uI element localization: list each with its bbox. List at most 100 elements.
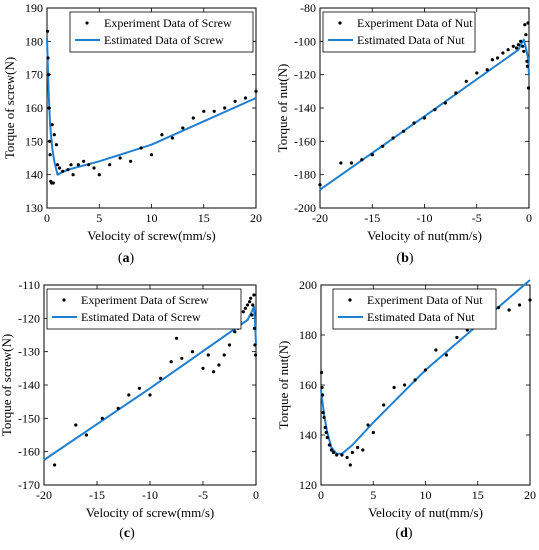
x-axis-label: Velocity of screw(mm/s) — [87, 228, 216, 243]
x-tick-label: 5 — [370, 488, 376, 502]
experiment-point — [223, 106, 227, 110]
experiment-point — [57, 166, 62, 170]
y-tick-label: 200 — [299, 278, 317, 292]
experiment-point — [350, 450, 354, 455]
legend-box — [46, 288, 242, 330]
y-tick-label: 160 — [25, 101, 43, 115]
x-tick-label: 15 — [472, 488, 484, 502]
legend-entry-estimated: Estimated Data of Screw — [81, 310, 201, 324]
experiment-point — [413, 378, 417, 382]
y-tick-label: -160 — [294, 134, 316, 148]
experiment-point — [402, 129, 406, 133]
experiment-point — [335, 453, 339, 457]
experiment-point — [331, 450, 336, 455]
y-tick-label: 140 — [299, 428, 317, 442]
experiment-point — [254, 89, 258, 93]
experiment-point — [514, 46, 519, 50]
x-tick-label: -10 — [417, 211, 433, 225]
y-axis-label: Torque of screw(N) — [2, 57, 17, 159]
experiment-point — [506, 48, 510, 52]
experiment-point — [84, 433, 88, 437]
experiment-point — [252, 326, 256, 330]
panel-d: 0 5 10 15 20 120 140 160 180 200 Velocity of nut(m… — [276, 278, 536, 541]
experiment-point — [92, 166, 96, 170]
experiment-point — [52, 133, 56, 137]
x-tick-label: -20 — [36, 488, 52, 502]
experiment-point — [321, 393, 325, 397]
experiment-point — [54, 143, 59, 147]
legend-point-marker — [348, 298, 352, 302]
y-tick-label: 170 — [25, 68, 43, 82]
y-tick-label: 140 — [25, 168, 43, 182]
x-tick-label: -5 — [198, 488, 208, 502]
panel-caption: (d) — [395, 526, 412, 541]
experiment-point — [127, 393, 131, 397]
experiment-point — [525, 64, 530, 68]
experiment-point — [48, 153, 52, 157]
estimated-series-line — [43, 305, 257, 461]
y-tick-label: 130 — [25, 201, 43, 215]
y-tick-label: -110 — [18, 278, 40, 292]
experiment-point — [497, 305, 501, 310]
experiment-point — [169, 360, 173, 364]
experiment-point — [318, 183, 322, 187]
estimated-series-line — [46, 37, 257, 176]
y-tick-label: -150 — [18, 411, 40, 425]
experiment-point — [485, 68, 489, 72]
experiment-point — [524, 33, 528, 37]
experiment-point — [253, 353, 258, 357]
experiment-point — [47, 73, 51, 77]
experiment-point — [329, 448, 333, 452]
legend-entry-experiment: Experiment Data of Screw — [81, 293, 209, 307]
legend-point-marker — [62, 298, 66, 302]
experiment-point — [160, 133, 164, 137]
experiment-point — [252, 293, 256, 297]
x-tick-label: -15 — [364, 211, 380, 225]
experiment-point — [349, 161, 353, 165]
experiment-point — [71, 173, 75, 177]
experiment-point — [523, 23, 527, 27]
experiment-point — [149, 153, 154, 157]
experiment-point — [511, 44, 515, 48]
panel-a: 0 5 10 15 20 130 140 150 160 170 180 190 Velocity of… — [2, 1, 262, 266]
x-tick-label: -15 — [89, 488, 105, 502]
experiment-point — [170, 136, 174, 140]
experiment-point — [87, 163, 91, 167]
x-axis-label: Velocity of nut(mm/s) — [367, 228, 482, 243]
experiment-point — [321, 410, 325, 415]
experiment-point — [525, 59, 529, 63]
panel-caption-letter: d — [400, 526, 408, 541]
y-tick-label: -170 — [18, 478, 40, 492]
experiment-point — [433, 108, 437, 112]
panel-caption: (b) — [396, 251, 413, 266]
experiment-point — [490, 58, 494, 62]
legend-entry-experiment: Experiment Data of Screw — [104, 16, 232, 30]
x-tick-label: 15 — [198, 211, 210, 225]
panel-caption-letter: c — [124, 526, 130, 541]
legend-entry-experiment: Experiment Data of Nut — [367, 293, 483, 307]
experiment-point — [116, 406, 120, 410]
experiment-point — [475, 71, 479, 75]
panel-caption-letter: b — [401, 251, 409, 266]
experiment-point — [361, 448, 365, 452]
experiment-point — [248, 300, 252, 304]
experiment-point — [507, 308, 511, 312]
experiment-point — [422, 116, 427, 120]
experiment-point — [100, 416, 104, 420]
experiment-point — [66, 168, 70, 172]
x-tick-label: 0 — [526, 211, 532, 225]
legend-box — [322, 11, 476, 53]
experiment-point — [53, 463, 57, 467]
experiment-point — [249, 296, 253, 300]
experiment-point — [366, 423, 370, 427]
y-tick-label: 180 — [299, 328, 317, 342]
x-tick-label: 0 — [318, 488, 324, 502]
experiment-point — [519, 39, 523, 43]
x-tick-label: 0 — [253, 488, 259, 502]
experiment-point — [74, 423, 78, 427]
experiment-point — [190, 350, 194, 354]
experiment-point — [48, 139, 52, 143]
experiment-point — [233, 99, 237, 103]
experiment-point — [217, 363, 221, 367]
experiment-point — [148, 393, 152, 397]
